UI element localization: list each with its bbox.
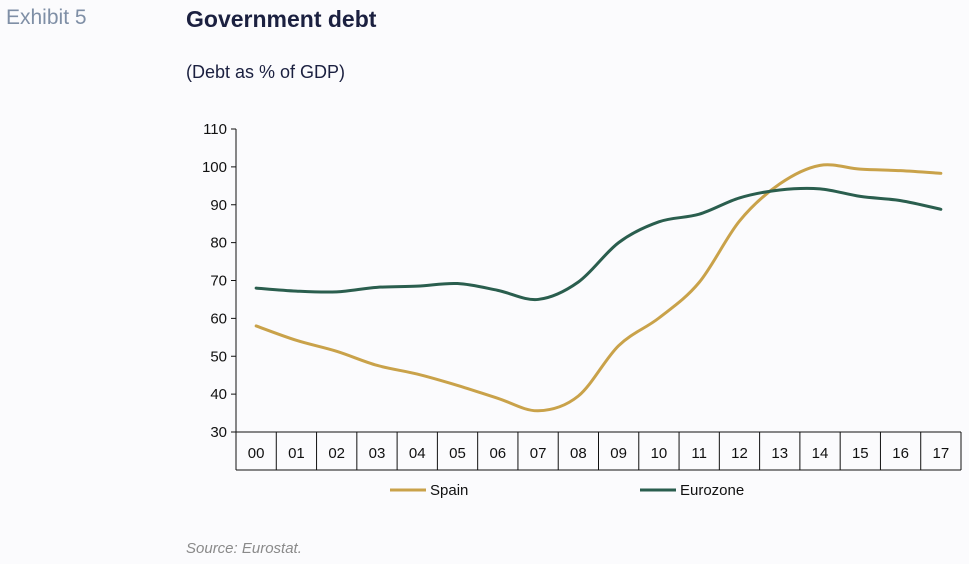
x-tick-label: 13 xyxy=(771,445,788,462)
y-tick-label: 70 xyxy=(210,273,227,290)
y-tick-label: 110 xyxy=(203,121,227,138)
y-tick-label: 30 xyxy=(210,424,227,441)
x-tick-label: 05 xyxy=(449,445,466,462)
x-tick-label: 16 xyxy=(892,445,909,462)
x-axis: 00 01 02 03 04 05 06 07 08 09 10 11 12 13 14 15 16 17 xyxy=(235,431,962,471)
series-line-eurozone xyxy=(254,186,943,302)
x-tick-label: 08 xyxy=(570,445,587,462)
y-axis: 30 40 50 60 70 80 90 100 110 xyxy=(202,121,237,441)
chart-title: Government debt xyxy=(186,6,377,32)
x-tick-label: 02 xyxy=(328,445,345,462)
x-tick-label: 00 xyxy=(248,445,265,462)
series-line-spain xyxy=(254,163,943,413)
x-tick-label: 10 xyxy=(651,445,668,462)
source-note: Source: Eurostat. xyxy=(186,540,302,557)
x-tick-label: 12 xyxy=(731,445,748,462)
chart-subtitle: (Debt as % of GDP) xyxy=(186,62,346,82)
legend: Spain Eurozone xyxy=(390,482,744,499)
x-tick-label: 03 xyxy=(369,445,386,462)
exhibit-label: Exhibit 5 xyxy=(6,6,87,29)
x-tick-label: 09 xyxy=(610,445,627,462)
legend-label-eurozone: Eurozone xyxy=(680,482,744,499)
x-tick-label: 15 xyxy=(852,445,869,462)
x-tick-label: 17 xyxy=(933,445,950,462)
x-tick-label: 04 xyxy=(409,445,426,462)
y-tick-label: 100 xyxy=(202,159,227,176)
x-tick-label: 06 xyxy=(489,445,506,462)
legend-label-spain: Spain xyxy=(430,482,468,499)
x-tick-label: 07 xyxy=(530,445,547,462)
x-tick-label: 11 xyxy=(691,445,707,462)
x-tick-label: 01 xyxy=(288,445,305,462)
y-tick-label: 80 xyxy=(210,235,227,252)
y-tick-label: 40 xyxy=(210,386,227,403)
y-tick-label: 90 xyxy=(210,197,227,214)
x-tick-label: 14 xyxy=(812,445,829,462)
y-tick-label: 50 xyxy=(210,348,227,365)
series-lines xyxy=(254,163,943,413)
y-tick-label: 60 xyxy=(210,310,227,327)
